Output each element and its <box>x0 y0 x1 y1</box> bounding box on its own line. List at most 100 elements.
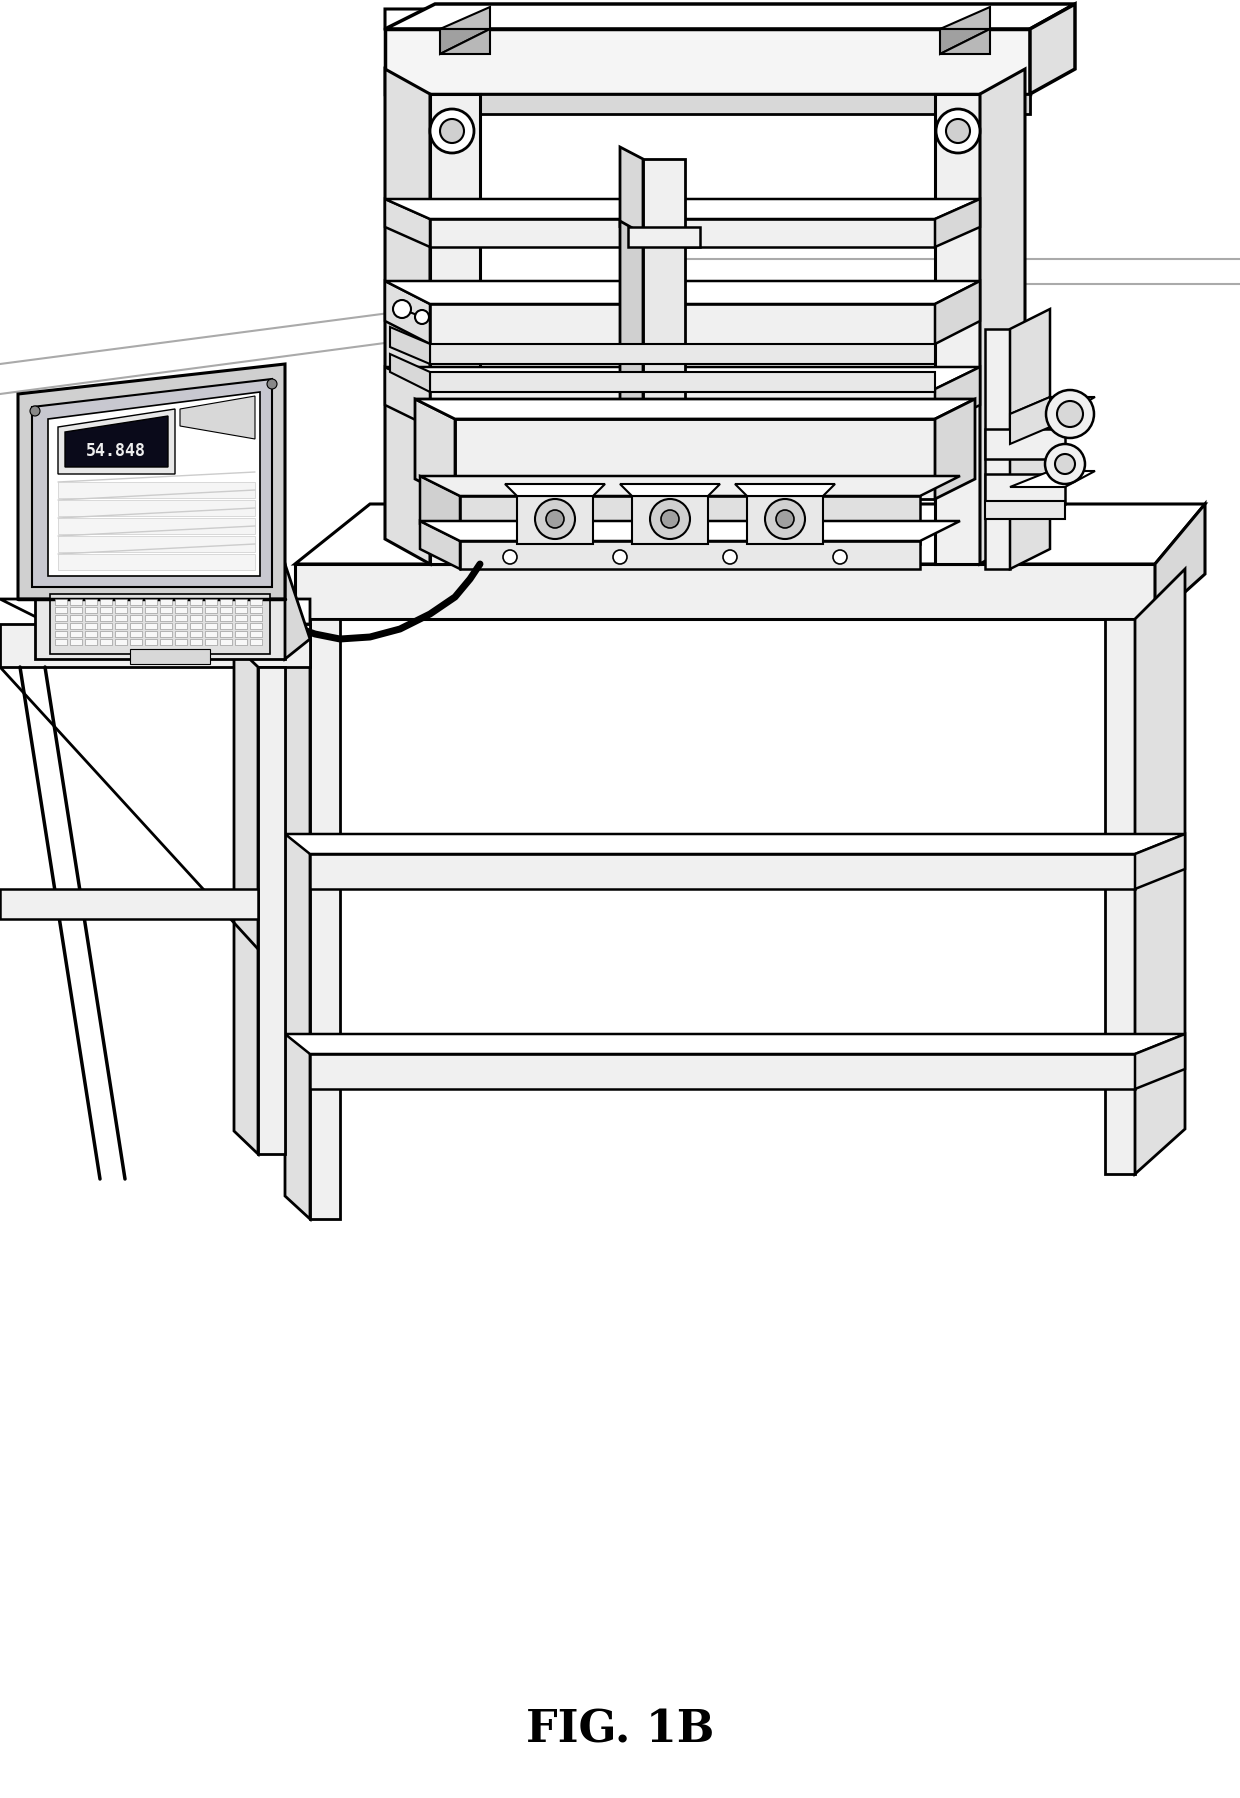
Bar <box>250 615 262 622</box>
Bar <box>55 624 67 629</box>
Polygon shape <box>505 485 605 496</box>
Bar <box>69 608 82 613</box>
Bar <box>190 640 202 645</box>
Bar <box>130 615 143 622</box>
Bar <box>205 631 217 638</box>
Bar <box>190 608 202 613</box>
Bar <box>145 615 157 622</box>
Polygon shape <box>440 7 490 31</box>
Circle shape <box>440 120 464 144</box>
Polygon shape <box>1105 620 1135 1174</box>
Polygon shape <box>620 485 720 496</box>
Bar <box>100 608 112 613</box>
Polygon shape <box>644 236 684 419</box>
Bar <box>86 608 97 613</box>
Bar <box>175 601 187 606</box>
Polygon shape <box>32 379 272 588</box>
Circle shape <box>1056 401 1083 428</box>
Circle shape <box>936 110 980 155</box>
Text: 54.848: 54.848 <box>86 442 146 460</box>
Bar <box>190 615 202 622</box>
Bar <box>55 640 67 645</box>
Bar <box>205 640 217 645</box>
Polygon shape <box>295 505 1205 565</box>
Bar <box>205 615 217 622</box>
Polygon shape <box>0 890 258 919</box>
Bar <box>160 624 172 629</box>
Polygon shape <box>985 475 1065 505</box>
Polygon shape <box>985 430 1065 460</box>
Polygon shape <box>310 854 1135 890</box>
Bar <box>219 601 232 606</box>
Bar <box>190 624 202 629</box>
Polygon shape <box>940 31 990 56</box>
Circle shape <box>1055 455 1075 475</box>
Bar <box>55 608 67 613</box>
Polygon shape <box>285 834 1185 854</box>
Bar <box>115 640 126 645</box>
Bar <box>190 631 202 638</box>
Polygon shape <box>455 419 935 500</box>
Circle shape <box>393 300 410 318</box>
Bar <box>69 631 82 638</box>
Polygon shape <box>384 70 430 565</box>
Polygon shape <box>1135 570 1185 1174</box>
Bar <box>205 608 217 613</box>
Polygon shape <box>420 476 960 496</box>
Bar <box>205 601 217 606</box>
Circle shape <box>723 550 737 565</box>
Polygon shape <box>384 282 980 306</box>
Bar <box>236 615 247 622</box>
Polygon shape <box>384 5 1075 31</box>
Bar <box>58 482 255 498</box>
Polygon shape <box>285 597 310 1219</box>
Bar <box>115 631 126 638</box>
Bar <box>175 640 187 645</box>
Bar <box>175 631 187 638</box>
Polygon shape <box>420 521 460 570</box>
Polygon shape <box>285 1034 1185 1054</box>
Bar <box>130 624 143 629</box>
Bar <box>250 601 262 606</box>
Circle shape <box>613 550 627 565</box>
Bar <box>250 624 262 629</box>
Polygon shape <box>384 11 1030 31</box>
Polygon shape <box>234 645 258 1154</box>
Bar <box>236 601 247 606</box>
Polygon shape <box>935 95 980 565</box>
Bar <box>219 615 232 622</box>
Bar <box>58 518 255 534</box>
Polygon shape <box>384 95 1030 115</box>
Polygon shape <box>517 496 593 545</box>
Polygon shape <box>935 282 980 345</box>
Bar <box>100 615 112 622</box>
Bar <box>86 615 97 622</box>
Polygon shape <box>391 327 430 365</box>
Polygon shape <box>1011 471 1095 487</box>
Polygon shape <box>384 369 430 428</box>
Polygon shape <box>440 31 490 56</box>
Bar <box>250 608 262 613</box>
Bar <box>219 624 232 629</box>
Bar <box>130 649 210 665</box>
Bar <box>86 640 97 645</box>
Polygon shape <box>940 7 990 31</box>
Polygon shape <box>985 502 1065 520</box>
Bar <box>100 601 112 606</box>
Bar <box>145 608 157 613</box>
Bar <box>58 536 255 552</box>
Polygon shape <box>420 521 960 541</box>
Polygon shape <box>940 31 990 56</box>
Circle shape <box>503 550 517 565</box>
Bar <box>58 556 255 570</box>
Polygon shape <box>285 565 310 660</box>
Bar <box>69 624 82 629</box>
Bar <box>145 640 157 645</box>
Bar <box>175 624 187 629</box>
Polygon shape <box>35 565 285 590</box>
Polygon shape <box>310 620 340 1219</box>
Polygon shape <box>430 390 935 428</box>
Polygon shape <box>430 372 935 392</box>
Polygon shape <box>295 565 1154 620</box>
Bar <box>86 601 97 606</box>
